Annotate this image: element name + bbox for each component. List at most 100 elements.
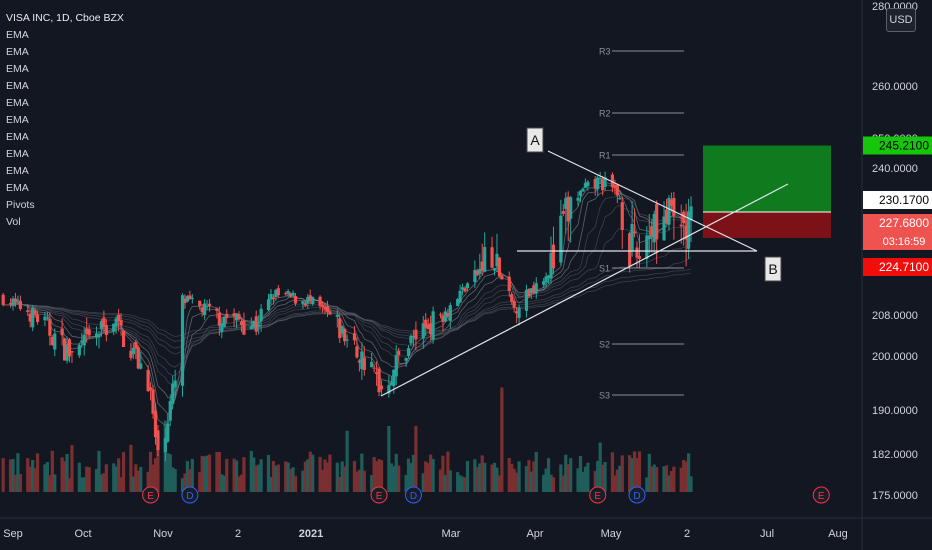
candle-body	[438, 314, 443, 316]
candle-body	[374, 372, 379, 375]
candle-body	[527, 288, 531, 297]
candle-body	[414, 329, 418, 340]
candle-body	[77, 345, 81, 356]
volume-bar	[448, 470, 452, 492]
volume-bar	[497, 475, 502, 492]
volume-bar	[379, 460, 384, 492]
legend-ema-2[interactable]: EMA	[6, 46, 29, 58]
volume-bar	[581, 472, 585, 492]
candle-body	[628, 233, 632, 267]
candle-body	[271, 297, 276, 300]
x-tick-label: Apr	[526, 528, 543, 540]
legend-ema-1[interactable]: EMA	[6, 29, 29, 41]
volume-bar	[374, 461, 379, 492]
volume-bar	[102, 473, 106, 492]
volume-bar	[205, 455, 209, 492]
candle-body	[635, 247, 639, 258]
candle-body	[392, 369, 396, 387]
candle-body	[266, 299, 271, 311]
candle-body	[163, 438, 167, 453]
volume-bar	[257, 464, 261, 492]
volume-bar	[303, 461, 307, 492]
x-tick-label: Sep	[3, 528, 23, 540]
legend-ema-5[interactable]: EMA	[6, 97, 29, 109]
volume-bar	[372, 457, 376, 492]
candle-body	[601, 178, 605, 191]
candle-body	[45, 317, 49, 319]
legend-ema-9[interactable]: EMA	[6, 165, 29, 177]
volume-bar	[338, 476, 342, 492]
candle-body	[340, 326, 344, 334]
candle-body	[667, 197, 671, 225]
volume-bar	[414, 425, 418, 492]
volume-bar	[515, 472, 519, 492]
volume-bar	[632, 451, 637, 492]
candle-body	[26, 310, 30, 313]
candle-body	[345, 339, 349, 341]
volume-bar	[271, 461, 276, 492]
candle-body	[18, 300, 22, 309]
candle-body	[551, 244, 556, 269]
candle-body	[320, 304, 325, 307]
volume-bar	[254, 465, 258, 492]
stop-price-label: 224.7100	[879, 260, 929, 274]
volume-bar	[311, 454, 315, 492]
candle-body	[1, 294, 5, 305]
ema-line	[3, 181, 692, 427]
candle-body	[581, 188, 585, 192]
candle-body	[60, 328, 64, 336]
ema-line	[3, 225, 692, 368]
volume-bar	[80, 477, 84, 492]
volume-bar	[35, 453, 40, 492]
candle-body	[97, 334, 101, 338]
legend-volume[interactable]: Vol	[6, 216, 21, 228]
candle-body	[387, 385, 391, 394]
candle-body	[323, 306, 327, 310]
candle-body	[576, 197, 580, 201]
candle-body	[424, 319, 428, 328]
symbol-title[interactable]: VISA INC, 1D, Cboe BZX	[6, 12, 124, 24]
legend-ema-8[interactable]: EMA	[6, 148, 29, 160]
volume-bar	[217, 451, 221, 492]
candle-body	[686, 211, 691, 249]
candle-body	[306, 296, 310, 304]
candle-body	[370, 362, 374, 368]
candle-body	[234, 313, 239, 321]
legend-ema-10[interactable]: EMA	[6, 182, 29, 194]
candle-body	[532, 285, 536, 293]
candle-body	[87, 329, 91, 336]
candle-body	[669, 199, 673, 206]
legend-ema-7[interactable]: EMA	[6, 131, 29, 143]
legend-ema-3[interactable]: EMA	[6, 63, 29, 75]
volume-bar	[421, 473, 425, 492]
volume-bar	[33, 468, 37, 492]
candle-body	[441, 315, 445, 323]
volume-bar	[215, 451, 219, 492]
volume-bar	[610, 452, 615, 492]
candle-body	[259, 308, 263, 321]
candle-body	[50, 336, 54, 345]
candle-body	[510, 294, 514, 302]
volume-bar	[480, 455, 484, 492]
candle-body	[492, 268, 497, 271]
candle-body	[431, 311, 435, 340]
currency-button[interactable]: USD	[886, 8, 916, 32]
candle-body	[456, 299, 460, 306]
candle-body	[529, 288, 533, 294]
volume-bar	[458, 475, 462, 492]
dividend-marker	[404, 486, 422, 504]
volume-bar	[198, 472, 202, 492]
legend-pivots[interactable]: Pivots	[6, 199, 35, 211]
volume-bar	[512, 468, 516, 492]
candle-body	[180, 295, 185, 386]
candle-body	[478, 269, 482, 274]
legend-ema-4[interactable]: EMA	[6, 80, 29, 92]
candle-body	[156, 430, 160, 451]
volume-bar	[394, 453, 398, 492]
candle-body	[637, 256, 642, 259]
candle-body	[131, 347, 135, 355]
candle-body	[16, 299, 20, 301]
volume-bar	[578, 455, 583, 492]
legend-ema-6[interactable]: EMA	[6, 114, 29, 126]
